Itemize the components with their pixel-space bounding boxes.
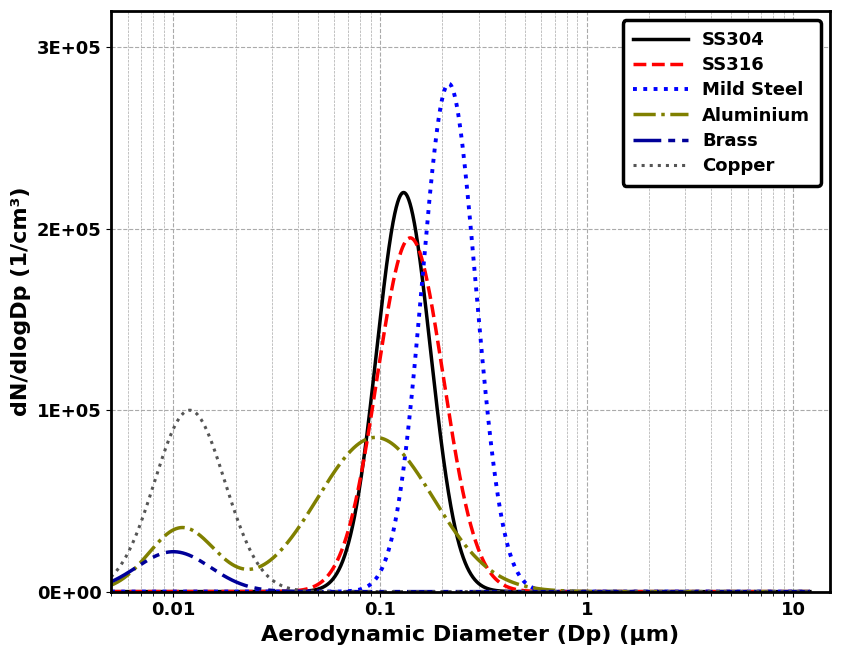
SS304 xyxy=(211,588,221,596)
Aluminium xyxy=(713,588,723,596)
Mild Steel xyxy=(86,588,96,596)
SS316 xyxy=(713,588,723,596)
Line: Copper: Copper xyxy=(91,410,810,592)
SS304 xyxy=(362,432,372,440)
Aluminium xyxy=(86,586,96,594)
Brass xyxy=(168,548,178,556)
Mild Steel xyxy=(211,588,221,596)
Aluminium xyxy=(371,434,381,441)
Aluminium xyxy=(362,435,372,443)
SS304 xyxy=(805,588,815,596)
SS304 xyxy=(86,588,96,596)
SS304 xyxy=(399,188,409,196)
Mild Steel xyxy=(168,588,178,596)
Brass xyxy=(805,588,815,596)
SS316 xyxy=(791,588,801,596)
Aluminium xyxy=(393,445,403,453)
Line: Aluminium: Aluminium xyxy=(91,438,810,592)
Mild Steel xyxy=(444,80,454,88)
Line: Mild Steel: Mild Steel xyxy=(91,84,810,592)
Copper xyxy=(362,588,372,596)
Copper xyxy=(185,406,195,414)
Copper xyxy=(393,588,403,596)
Brass xyxy=(86,584,96,592)
Line: SS316: SS316 xyxy=(91,238,810,592)
Mild Steel xyxy=(362,583,372,591)
Copper xyxy=(791,588,801,596)
SS316 xyxy=(86,588,96,596)
SS316 xyxy=(805,588,815,596)
Line: SS304: SS304 xyxy=(91,192,810,592)
Mild Steel xyxy=(805,588,815,596)
Brass xyxy=(168,548,178,556)
Copper xyxy=(211,451,221,459)
Copper xyxy=(805,588,815,596)
Aluminium xyxy=(168,526,178,534)
SS316 xyxy=(168,588,178,596)
Aluminium xyxy=(211,546,221,554)
Aluminium xyxy=(805,588,815,596)
Line: Brass: Brass xyxy=(91,552,810,592)
Brass xyxy=(362,588,372,596)
SS316 xyxy=(211,588,221,596)
Brass xyxy=(713,588,723,596)
SS304 xyxy=(393,197,403,205)
Brass xyxy=(211,567,221,575)
Legend: SS304, SS316, Mild Steel, Aluminium, Brass, Copper: SS304, SS316, Mild Steel, Aluminium, Bra… xyxy=(622,20,821,186)
Aluminium xyxy=(791,588,801,596)
SS316 xyxy=(362,439,372,447)
SS316 xyxy=(405,234,415,242)
Mild Steel xyxy=(791,588,801,596)
Mild Steel xyxy=(393,503,403,511)
X-axis label: Aerodynamic Diameter (Dp) (μm): Aerodynamic Diameter (Dp) (μm) xyxy=(262,625,680,645)
Y-axis label: dN/dlogDp (1/cm³): dN/dlogDp (1/cm³) xyxy=(11,186,31,416)
SS304 xyxy=(168,588,178,596)
Copper xyxy=(713,588,723,596)
SS316 xyxy=(393,258,403,266)
SS304 xyxy=(713,588,723,596)
Mild Steel xyxy=(713,588,723,596)
Copper xyxy=(168,426,178,434)
Copper xyxy=(86,584,96,592)
Brass xyxy=(791,588,801,596)
Brass xyxy=(393,588,403,596)
SS304 xyxy=(791,588,801,596)
